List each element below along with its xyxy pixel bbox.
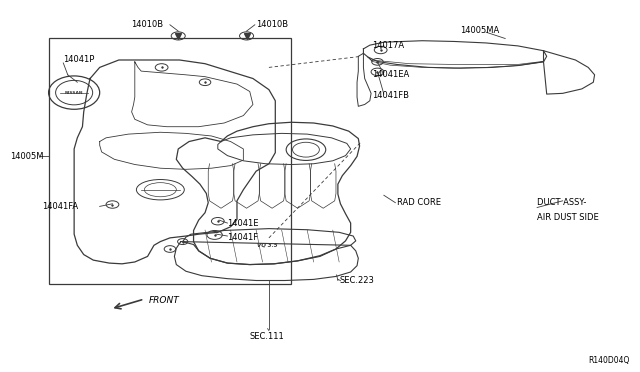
Text: 14041E: 14041E bbox=[227, 219, 259, 228]
Text: VQ 3.5: VQ 3.5 bbox=[257, 243, 278, 248]
Bar bbox=[49, 38, 291, 284]
Text: FRONT: FRONT bbox=[149, 296, 180, 305]
Text: AIR DUST SIDE: AIR DUST SIDE bbox=[537, 213, 599, 222]
Text: 14041EA: 14041EA bbox=[372, 70, 410, 79]
Text: 14005M: 14005M bbox=[10, 152, 44, 161]
Text: 14041FB: 14041FB bbox=[372, 91, 410, 100]
Text: 14041FA: 14041FA bbox=[42, 202, 78, 211]
Text: 14005MA: 14005MA bbox=[461, 26, 500, 35]
Text: NISSAN: NISSAN bbox=[65, 91, 83, 94]
Text: RAD CORE: RAD CORE bbox=[397, 198, 440, 207]
Text: 14010B: 14010B bbox=[131, 20, 164, 29]
Text: 14017A: 14017A bbox=[372, 41, 404, 50]
Text: 14041P: 14041P bbox=[63, 55, 95, 64]
Text: R140D04Q: R140D04Q bbox=[588, 356, 630, 365]
Text: 14041F: 14041F bbox=[227, 232, 259, 242]
Text: SEC.111: SEC.111 bbox=[250, 331, 285, 341]
Text: SEC.223: SEC.223 bbox=[339, 276, 374, 285]
Text: 14010B: 14010B bbox=[256, 20, 288, 29]
Text: DUCT ASSY-: DUCT ASSY- bbox=[537, 198, 586, 207]
